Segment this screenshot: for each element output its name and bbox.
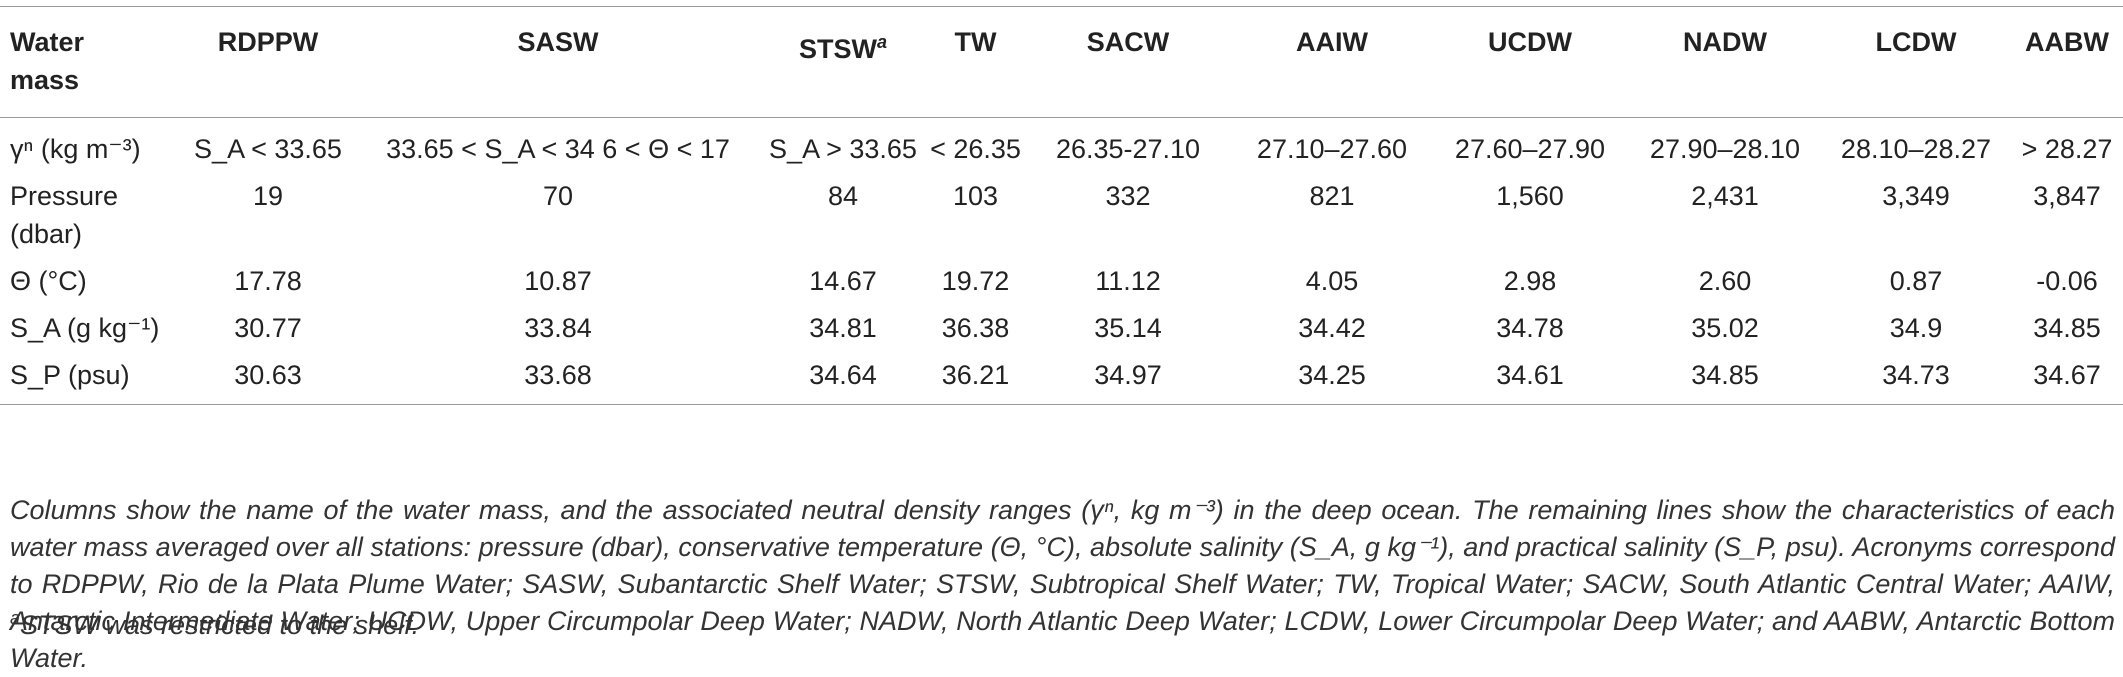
header-label: AAIW	[1296, 27, 1368, 57]
table-cell: 33.65 < S_A < 34 6 < Θ < 17	[386, 134, 730, 164]
table-cell: 36.21	[941, 360, 1010, 390]
table-cell: 1,560	[1496, 181, 1564, 211]
table-cell: 34.81	[809, 313, 877, 343]
table-cell: 34.67	[2033, 360, 2101, 390]
footnote-text: STSW was restricted to the shelf.	[20, 610, 420, 640]
table-cell: 33.84	[524, 313, 592, 343]
table-cell: 34.78	[1496, 313, 1564, 343]
table-cell: 30.63	[234, 360, 302, 390]
table-cell: 34.85	[1691, 360, 1759, 390]
header-tw: TW	[928, 7, 1023, 118]
table-cell: 34.25	[1298, 360, 1366, 390]
header-sacw: SACW	[1023, 7, 1233, 118]
table-cell: 34.9	[1889, 313, 1943, 343]
caption-text: Columns show the name of the water mass,…	[10, 495, 2115, 673]
table-cell: 2.60	[1698, 266, 1752, 296]
table-figure: Water mass RDPPW SASW STSWa TW SACW AAIW UCDW NA…	[0, 6, 2123, 673]
footnote-marker: a	[10, 608, 21, 628]
row-label: γⁿ (kg m⁻³)	[10, 134, 141, 164]
table-cell: < 26.35	[930, 134, 1021, 164]
header-nadw: NADW	[1629, 7, 1821, 118]
row-label: Pressure (dbar)	[10, 181, 119, 249]
table-body: γⁿ (kg m⁻³) S_A < 33.65 33.65 < S_A < 34 6…	[0, 118, 2123, 405]
table-row: Pressure (dbar) 19 70 84 103 332 821 1,560 2,431…	[0, 177, 2123, 262]
table-cell: 28.10–28.27	[1840, 134, 1992, 164]
header-label: SACW	[1086, 27, 1170, 57]
water-mass-table: Water mass RDPPW SASW STSWa TW SACW AAIW UCDW NA…	[0, 6, 2123, 405]
table-footnote: aSTSW was restricted to the shelf.	[10, 608, 419, 641]
header-row: Water mass RDPPW SASW STSWa TW SACW AAIW UCDW NA…	[0, 6, 2123, 118]
footnote-marker: a	[876, 32, 887, 52]
table-cell: -0.06	[2036, 266, 2098, 296]
table-cell: 27.90–28.10	[1649, 134, 1801, 164]
table-cell: 30.77	[234, 313, 302, 343]
table-cell: 34.97	[1094, 360, 1162, 390]
table-cell: 36.38	[941, 313, 1010, 343]
header-label: SASW	[517, 27, 599, 57]
table-cell: 3,349	[1882, 181, 1950, 211]
header-label: TW	[954, 27, 997, 57]
table-cell: 17.78	[234, 266, 302, 296]
table-cell: 2,431	[1691, 181, 1759, 211]
header-aabw: AABW	[2011, 7, 2123, 118]
table-cell: 27.60–27.90	[1454, 134, 1606, 164]
table-cell: 19	[252, 181, 284, 211]
table-cell: 0.87	[1889, 266, 1943, 296]
table-row: S_P (psu) 30.63 33.68 34.64 36.21 34.97 34.25 3…	[0, 356, 2123, 405]
table-cell: S_A > 33.65	[769, 134, 917, 164]
header-aaiw: AAIW	[1233, 7, 1431, 118]
header-water-mass: Water mass	[0, 7, 178, 118]
table-cell: 19.72	[941, 266, 1010, 296]
table-cell: 10.87	[524, 266, 592, 296]
table-cell: 34.85	[2033, 313, 2101, 343]
table-cell: 34.73	[1882, 360, 1950, 390]
header-ucdw: UCDW	[1431, 7, 1629, 118]
header-label: RDPPW	[217, 27, 319, 57]
table-cell: 332	[1105, 181, 1151, 211]
table-cell: 3,847	[2033, 181, 2101, 211]
header-label: AABW	[2025, 27, 2109, 57]
header-stsw: STSWa	[758, 7, 928, 118]
table-row: Θ (°C) 17.78 10.87 14.67 19.72 11.12 4.05 2.98 2…	[0, 262, 2123, 309]
header-label: LCDW	[1875, 27, 1957, 57]
table-cell: 84	[827, 181, 859, 211]
table-cell: 26.35-27.10	[1055, 134, 1201, 164]
row-label: S_P (psu)	[10, 360, 130, 390]
table-cell: 27.10–27.60	[1256, 134, 1408, 164]
table-cell: 34.64	[809, 360, 877, 390]
table-row: γⁿ (kg m⁻³) S_A < 33.65 33.65 < S_A < 34 6…	[0, 118, 2123, 178]
table-cell: 34.61	[1496, 360, 1564, 390]
header-label: UCDW	[1488, 27, 1572, 57]
row-label: Θ (°C)	[10, 266, 87, 296]
table-cell: 14.67	[809, 266, 877, 296]
table-row: S_A (g kg⁻¹) 30.77 33.84 34.81 36.38 35.14 34.…	[0, 309, 2123, 356]
table-cell: 34.42	[1298, 313, 1366, 343]
table-cell: 35.02	[1691, 313, 1759, 343]
table-cell: 103	[952, 181, 999, 211]
table-cell: 821	[1309, 181, 1355, 211]
table-cell: 33.68	[524, 360, 592, 390]
table-cell: 70	[542, 181, 574, 211]
table-caption: Columns show the name of the water mass,…	[10, 492, 2115, 677]
table-cell: 4.05	[1305, 266, 1359, 296]
table-cell: S_A < 33.65	[194, 134, 342, 164]
header-rdppw: RDPPW	[178, 7, 358, 118]
table-cell: 35.14	[1094, 313, 1162, 343]
table-cell: 2.98	[1503, 266, 1557, 296]
header-label: STSW	[798, 34, 877, 64]
header-label: NADW	[1683, 27, 1767, 57]
header-lcdw: LCDW	[1821, 7, 2011, 118]
table-cell: > 28.27	[2021, 134, 2113, 164]
header-label: Water mass	[10, 27, 85, 95]
header-sasw: SASW	[358, 7, 758, 118]
table-cell: 11.12	[1095, 266, 1161, 296]
row-label: S_A (g kg⁻¹)	[10, 313, 160, 343]
